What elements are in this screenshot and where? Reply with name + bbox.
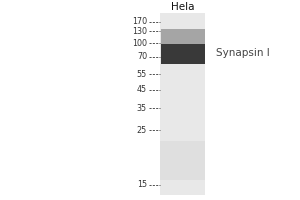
Text: Hela: Hela	[171, 2, 195, 12]
Text: 70: 70	[137, 52, 147, 61]
Bar	[161, 44, 205, 64]
Text: 25: 25	[137, 126, 147, 135]
Bar	[161, 29, 205, 44]
Text: 100: 100	[132, 39, 147, 48]
Bar	[160, 13, 205, 195]
Text: 45: 45	[137, 85, 147, 94]
Text: 130: 130	[132, 27, 147, 36]
Text: 35: 35	[137, 104, 147, 113]
Bar	[160, 141, 205, 180]
Text: 15: 15	[137, 180, 147, 189]
Text: Synapsin I: Synapsin I	[216, 48, 269, 58]
Text: 170: 170	[132, 17, 147, 26]
Text: 55: 55	[137, 70, 147, 79]
